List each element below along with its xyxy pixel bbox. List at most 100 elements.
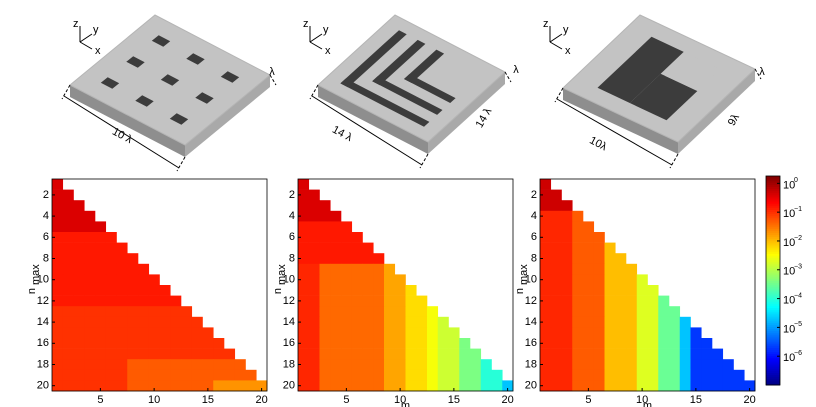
heatmap-cell — [117, 285, 128, 296]
heatmap-cell — [583, 296, 594, 307]
heatmap-cell — [309, 327, 320, 338]
heatmap-cell — [723, 359, 734, 370]
heatmap-cell — [192, 380, 203, 391]
heatmap-cell — [712, 359, 723, 370]
heatmap-cell — [637, 317, 648, 328]
heatmap-cell — [330, 380, 341, 391]
heatmap-cell — [320, 380, 331, 391]
heatmap-cell — [74, 285, 85, 296]
heatmap-cell — [127, 349, 138, 360]
heatmap-cell — [669, 349, 680, 360]
heatmap-cell — [626, 349, 637, 360]
heatmap-cell — [52, 285, 63, 296]
heatmap-cell — [669, 359, 680, 370]
heatmap-cell — [330, 274, 341, 285]
heatmap-cell — [149, 274, 160, 285]
heatmap-cell — [384, 274, 395, 285]
heatmap-cell — [669, 306, 680, 317]
heatmap-cell — [583, 264, 594, 275]
heatmap-cell — [637, 327, 648, 338]
dimension-label: 10 λ — [110, 126, 134, 147]
heatmap-cell — [352, 349, 363, 360]
heatmap-cell — [106, 274, 117, 285]
colorbar-tick-exponent: −4 — [794, 292, 802, 299]
heatmap-cell — [74, 211, 85, 222]
heatmap-cell — [427, 317, 438, 328]
heatmap-cell — [701, 349, 712, 360]
heatmap-cell — [127, 253, 138, 264]
heatmap-cell — [459, 338, 470, 349]
heatmap-cell — [363, 338, 374, 349]
heatmap-cell — [138, 296, 149, 307]
heatmap-cell — [138, 306, 149, 317]
heatmap-cell — [492, 380, 503, 391]
heatmap-cell — [63, 327, 74, 338]
heatmap-cell — [84, 317, 95, 328]
heatmap-cell — [691, 359, 702, 370]
heatmap-cell — [691, 338, 702, 349]
heatmap-cell — [680, 338, 691, 349]
heatmap-cell — [106, 338, 117, 349]
heatmap-cell — [691, 349, 702, 360]
heatmap-cell — [74, 264, 85, 275]
heatmap-cell — [63, 200, 74, 211]
heatmap-cell — [572, 370, 583, 381]
heatmap-cell — [572, 264, 583, 275]
heatmap-cell — [63, 274, 74, 285]
heatmap-cell — [95, 221, 106, 232]
heatmap-cell — [138, 370, 149, 381]
heatmap-cell — [572, 285, 583, 296]
heatmap-cell — [330, 243, 341, 254]
heatmap-cell — [438, 359, 449, 370]
heatmap-cell — [52, 200, 63, 211]
heatmap-cell — [615, 306, 626, 317]
heatmap-cell — [583, 349, 594, 360]
heatmap-cell — [170, 306, 181, 317]
x-tick-label: 15 — [448, 394, 460, 406]
structure-drawings: zyxzyxzyxλ10 λλ14 λ14 λλ10λ9λ — [62, 15, 765, 171]
heatmap-cell — [74, 338, 85, 349]
heatmap-cell — [224, 380, 235, 391]
heatmap-cell — [605, 264, 616, 275]
heatmap-cell — [352, 370, 363, 381]
heatmap-cell — [594, 306, 605, 317]
heatmap-cell — [648, 285, 659, 296]
heatmap-cell — [551, 370, 562, 381]
axis-label: z — [543, 18, 549, 30]
heatmap-cell — [637, 296, 648, 307]
heatmap-cell — [320, 370, 331, 381]
heatmap-cell — [373, 317, 384, 328]
heatmap-cell — [572, 317, 583, 328]
heatmap-cell — [605, 274, 616, 285]
dimension-label: λ — [269, 66, 275, 78]
heatmap-cell — [594, 264, 605, 275]
heatmap-cell — [127, 380, 138, 391]
heatmap-cell — [562, 359, 573, 370]
heatmap-cell — [540, 200, 551, 211]
y-axis-label: nmax — [514, 264, 530, 294]
x-tick-label: 20 — [256, 394, 268, 406]
heatmap-cell — [626, 264, 637, 275]
heatmap-cell — [562, 221, 573, 232]
heatmap-cell — [95, 359, 106, 370]
colorbar-tick-exponent: −2 — [794, 235, 802, 242]
heatmap-cell — [320, 253, 331, 264]
heatmap-cell — [95, 253, 106, 264]
heatmap-cell — [540, 349, 551, 360]
heatmap-cell — [481, 359, 492, 370]
heatmap-cell — [540, 264, 551, 275]
heatmap-cell — [406, 359, 417, 370]
heatmap-cell — [363, 370, 374, 381]
heatmap-cell — [84, 349, 95, 360]
heatmap-cell — [363, 306, 374, 317]
heatmap-cell — [95, 296, 106, 307]
heatmap-cell — [170, 370, 181, 381]
x-tick-label: 10 — [148, 394, 160, 406]
heatmap-cell — [551, 349, 562, 360]
axis-label: x — [95, 45, 101, 57]
y-tick-label: 2 — [43, 189, 49, 201]
heatmap-cell — [330, 285, 341, 296]
heatmap-cell — [127, 274, 138, 285]
heatmap-cell — [406, 296, 417, 307]
heatmap-cell — [658, 327, 669, 338]
